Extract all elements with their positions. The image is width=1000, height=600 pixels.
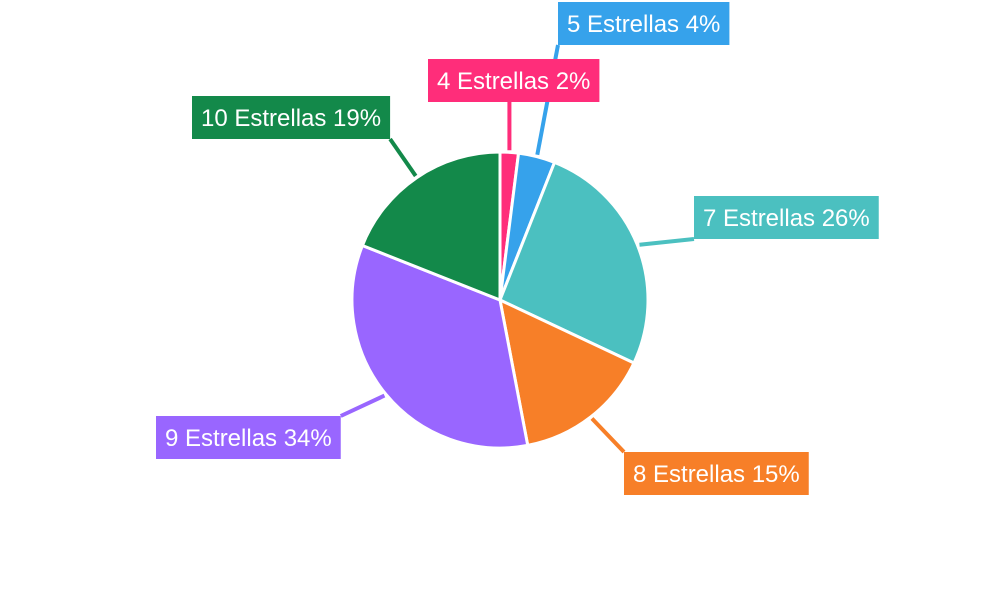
pie-label-8-estrellas: 8 Estrellas 15% — [624, 452, 809, 495]
pie-label-text-10-estrellas: 10 Estrellas 19% — [201, 105, 381, 132]
pie-leader-line-9-estrellas — [339, 393, 386, 418]
pie-label-10-estrellas: 10 Estrellas 19% — [192, 96, 391, 139]
pie-label-text-7-estrellas: 7 Estrellas 26% — [703, 205, 870, 232]
pie-label-text-5-estrellas: 5 Estrellas 4% — [567, 11, 720, 38]
pie-label-text-8-estrellas: 8 Estrellas 15% — [633, 461, 800, 488]
pie-label-text-9-estrellas: 9 Estrellas 34% — [165, 425, 332, 452]
labels-layer: 4 Estrellas 2% 5 Estrellas 4% 7 Estrellas … — [156, 2, 879, 495]
pie-label-box-7-estrellas — [694, 196, 879, 239]
pie-slice-10-estrellas[interactable] — [360, 150, 502, 302]
pie-leader-line-8-estrellas — [590, 417, 626, 454]
pie-label-box-4-estrellas — [428, 59, 600, 102]
pie-slice-7-estrellas[interactable] — [498, 160, 650, 365]
slices-layer — [350, 150, 650, 450]
pie-label-4-estrellas: 4 Estrellas 2% — [428, 59, 600, 102]
pie-label-box-5-estrellas — [558, 2, 730, 45]
pie-label-text-4-estrellas: 4 Estrellas 2% — [437, 68, 590, 95]
pie-leader-line-10-estrellas — [388, 137, 418, 178]
pie-label-box-9-estrellas — [156, 416, 341, 459]
pie-label-box-8-estrellas — [624, 452, 809, 495]
pie-leader-line-7-estrellas — [639, 237, 695, 247]
pie-label-5-estrellas: 5 Estrellas 4% — [558, 2, 730, 45]
pie-label-7-estrellas: 7 Estrellas 26% — [694, 196, 879, 239]
pie-slice-9-estrellas[interactable] — [350, 244, 530, 450]
pie-label-box-10-estrellas — [192, 96, 391, 139]
pie-slice-8-estrellas[interactable] — [498, 298, 636, 447]
pie-label-9-estrellas: 9 Estrellas 34% — [156, 416, 341, 459]
